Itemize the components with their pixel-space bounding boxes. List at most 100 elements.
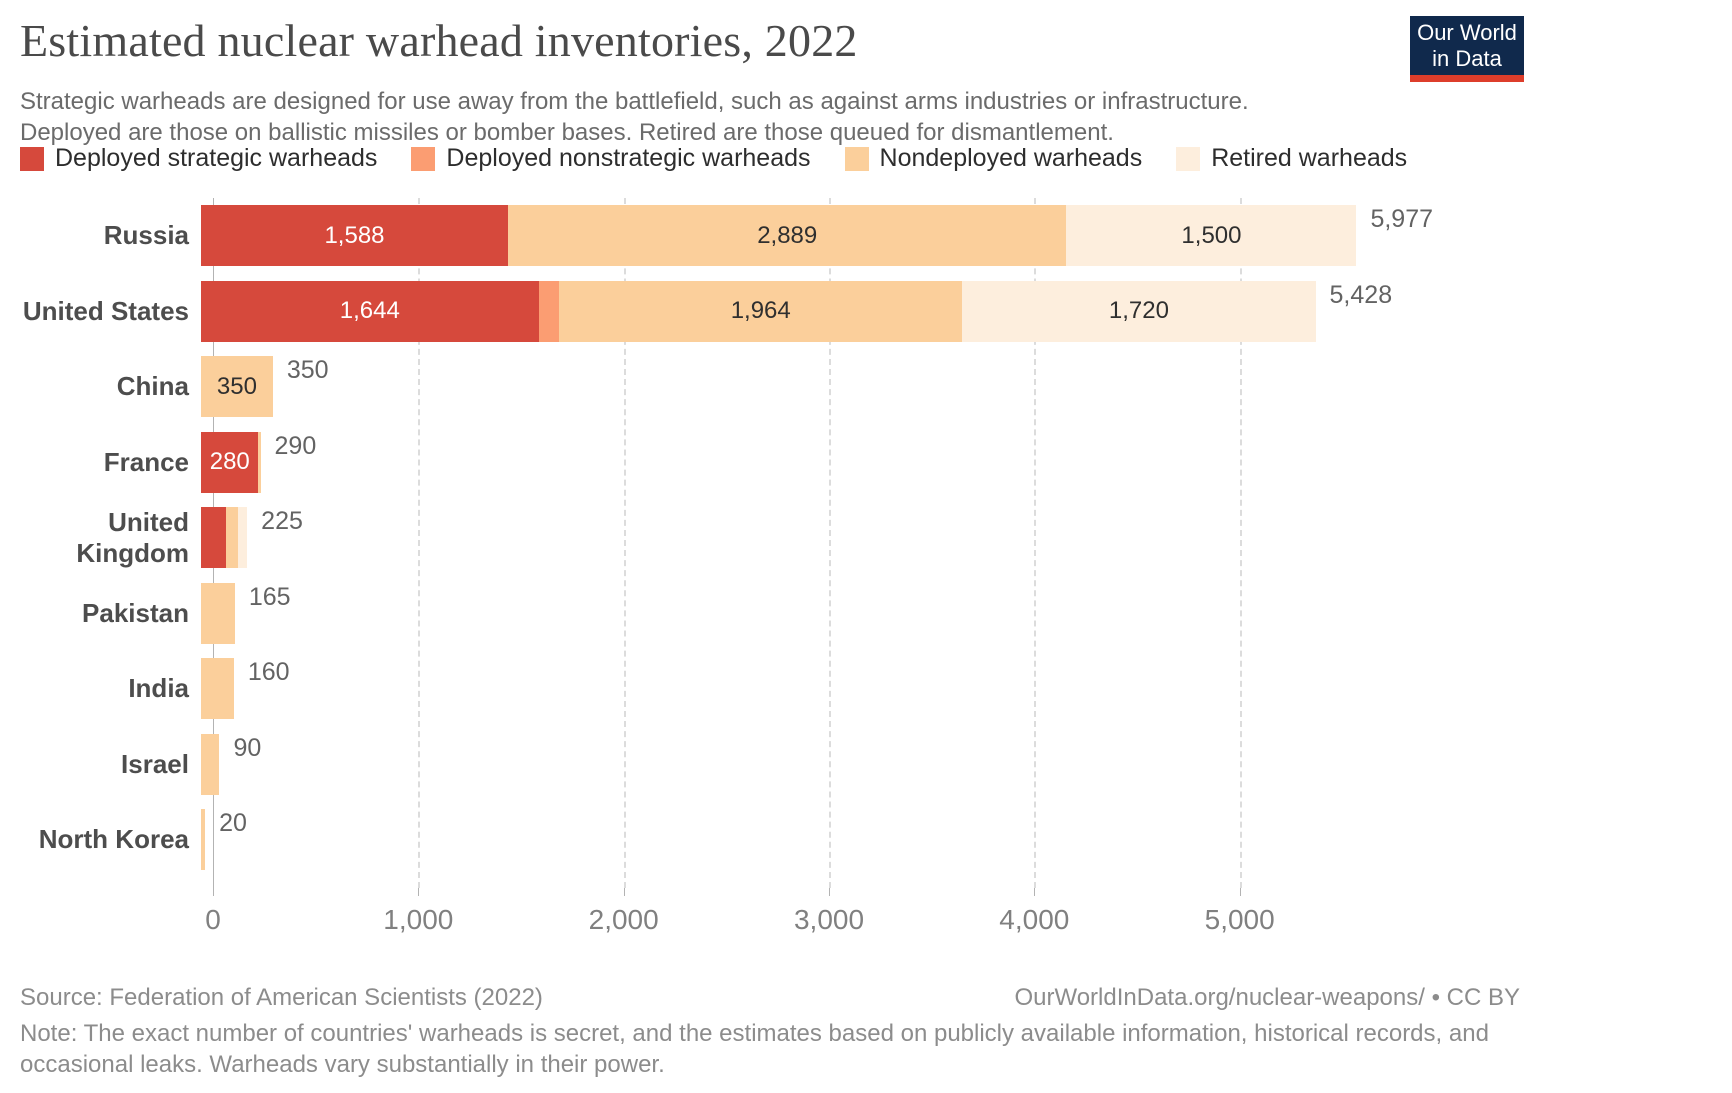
- bar-segment-retired: 1,500: [1066, 205, 1357, 267]
- bar-segment-nondeployed: [201, 658, 234, 720]
- bar-row-united-kingdom: United Kingdom 225: [0, 500, 1732, 576]
- owid-logo-line1: Our World: [1417, 19, 1517, 45]
- bar-area: 350 350: [201, 356, 1433, 418]
- axis-tick-label: 1,000: [383, 904, 454, 935]
- bar-area: 280 290: [201, 431, 1433, 493]
- country-label: Israel: [121, 748, 189, 779]
- legend-swatch-retired: [1176, 146, 1201, 171]
- bar-segment-nondeployed: [201, 733, 220, 795]
- bar-row-russia: Russia 1,588 2,889 1,500 5,977: [0, 198, 1732, 274]
- country-label: China: [116, 371, 189, 402]
- bar-area: 20: [201, 809, 1433, 871]
- bar-segment-deployed_nonstrategic: [538, 280, 560, 342]
- country-label: United States: [22, 295, 189, 326]
- bar-segment-deployed_strategic: 280: [201, 431, 259, 493]
- axis-tick-label: 2,000: [588, 904, 659, 935]
- country-label: United Kingdom: [76, 506, 189, 568]
- axis-tick: [829, 888, 830, 896]
- chart-subtitle: Strategic warheads are designed for use …: [20, 86, 1249, 148]
- chart-subtitle-line1: Strategic warheads are designed for use …: [20, 88, 1249, 115]
- gridline-1000: [418, 198, 421, 888]
- axis-tick: [213, 888, 214, 896]
- axis-tick: [1239, 888, 1241, 896]
- bar-segment-nondeployed: 2,889: [507, 205, 1067, 267]
- chart-subtitle-line2: Deployed are those on ballistic missiles…: [20, 119, 1114, 146]
- segment-value-label: 1,720: [1108, 297, 1169, 325]
- chart-rows: Russia 1,588 2,889 1,500 5,977 United States 1…: [0, 198, 1732, 878]
- country-label: Pakistan: [82, 597, 189, 628]
- legend-item-deployed_nonstrategic: Deployed nonstrategic warheads: [411, 144, 811, 173]
- bar-row-france: France 280 290: [0, 425, 1732, 501]
- segment-value-label: 1,500: [1181, 221, 1242, 249]
- bar-segment-deployed_strategic: 1,588: [201, 205, 508, 267]
- bar-row-pakistan: Pakistan 165: [0, 576, 1732, 652]
- bar-segment-nondeployed: [258, 431, 261, 493]
- axis-tick-label: 5,000: [1204, 904, 1275, 935]
- bar-row-north-korea: North Korea 20: [0, 802, 1732, 878]
- bar-row-united-states: United States 1,644 1,964 1,720 5,428: [0, 274, 1732, 350]
- owid-logo: Our World in Data: [1410, 16, 1524, 82]
- total-value-label: 225: [261, 507, 303, 536]
- owid-logo-line2: in Data: [1432, 45, 1502, 71]
- total-value-label: 350: [286, 356, 329, 385]
- axis-tick-label: 3,000: [793, 904, 865, 935]
- bar-segment-nondeployed: 1,964: [559, 280, 963, 342]
- attribution-link: OurWorldInData.org/nuclear-weapons/ • CC…: [1014, 984, 1520, 1011]
- note-text: Note: The exact number of countries' war…: [20, 1018, 1520, 1080]
- total-value-label: 5,977: [1370, 205, 1433, 234]
- country-label: North Korea: [38, 824, 189, 855]
- total-value-label: 5,428: [1329, 280, 1393, 309]
- bar-area: 1,644 1,964 1,720 5,428: [201, 280, 1433, 342]
- bar-chart: Russia 1,588 2,889 1,500 5,977 United States 1…: [0, 198, 1732, 940]
- total-value-label: 290: [274, 431, 317, 460]
- axis-tick: [623, 888, 625, 896]
- legend-label: Retired warheads: [1211, 144, 1408, 172]
- gridline-2000: [623, 198, 626, 888]
- axis-tick: [1034, 888, 1036, 896]
- chart-legend: Deployed strategic warheads Deployed nons…: [20, 144, 1407, 173]
- bar-segment-retired: 1,720: [962, 280, 1316, 342]
- chart-footer: Source: Federation of American Scientist…: [20, 984, 1520, 1080]
- axis-tick-label: 4,000: [999, 904, 1070, 935]
- bar-row-india: India 160: [0, 651, 1732, 727]
- total-value-label: 90: [233, 733, 262, 762]
- gridline-5000: [1239, 198, 1242, 888]
- axis-tick-label: 0: [205, 904, 221, 935]
- legend-label: Nondeployed warheads: [879, 144, 1143, 172]
- bar-segment-nondeployed: [201, 809, 206, 871]
- bar-segment-deployed_strategic: [201, 507, 226, 569]
- total-value-label: 165: [248, 582, 291, 611]
- country-label: India: [128, 673, 189, 704]
- legend-swatch-nondeployed: [844, 146, 869, 171]
- bar-segment-nondeployed: [201, 582, 235, 644]
- page-title: Estimated nuclear warhead inventories, 2…: [20, 15, 858, 66]
- bar-area: 1,588 2,889 1,500 5,977: [201, 205, 1433, 267]
- legend-swatch-deployed_nonstrategic: [411, 146, 436, 171]
- bar-segment-nondeployed: 350: [201, 356, 273, 418]
- legend-swatch-deployed_strategic: [20, 146, 44, 171]
- bar-area: 225: [201, 507, 1433, 569]
- legend-item-retired: Retired warheads: [1176, 144, 1407, 173]
- note-line2: occasional leaks. Warheads vary substant…: [20, 1051, 665, 1078]
- bar-area: 90: [201, 733, 1433, 795]
- note-line1: Note: The exact number of countries' war…: [20, 1020, 1489, 1047]
- legend-label: Deployed nonstrategic warheads: [446, 144, 811, 172]
- source-text: Source: Federation of American Scientist…: [20, 984, 543, 1011]
- bar-row-china: China 350 350: [0, 349, 1732, 425]
- country-label: France: [103, 446, 189, 477]
- total-value-label: 160: [247, 658, 290, 687]
- gridline-3000: [829, 198, 831, 888]
- segment-value-label: 1,588: [324, 221, 385, 249]
- legend-item-deployed_strategic: Deployed strategic warheads: [20, 144, 377, 173]
- bar-segment-deployed_strategic: 1,644: [201, 280, 539, 342]
- bar-segment-nondeployed: [225, 507, 238, 569]
- bar-area: 165: [201, 582, 1433, 644]
- x-axis: 0 1,000 2,000 3,000 4,000 5,000: [205, 888, 1445, 940]
- axis-tick: [418, 888, 420, 896]
- bar-row-israel: Israel 90: [0, 727, 1732, 803]
- segment-value-label: 2,889: [757, 221, 818, 249]
- legend-label: Deployed strategic warheads: [55, 144, 378, 172]
- segment-value-label: 1,964: [730, 297, 791, 325]
- bar-area: 160: [201, 658, 1433, 720]
